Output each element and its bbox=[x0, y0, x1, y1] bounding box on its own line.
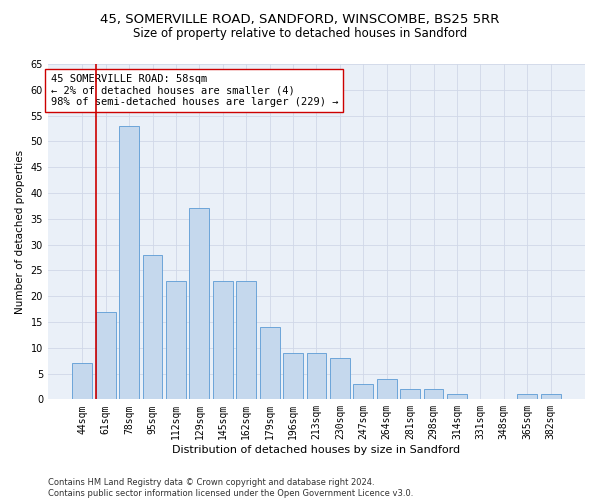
Bar bbox=[447, 394, 467, 400]
Bar bbox=[330, 358, 350, 400]
Text: 45, SOMERVILLE ROAD, SANDFORD, WINSCOMBE, BS25 5RR: 45, SOMERVILLE ROAD, SANDFORD, WINSCOMBE… bbox=[100, 12, 500, 26]
Bar bbox=[96, 312, 116, 400]
Bar bbox=[166, 280, 186, 400]
Text: Contains HM Land Registry data © Crown copyright and database right 2024.
Contai: Contains HM Land Registry data © Crown c… bbox=[48, 478, 413, 498]
X-axis label: Distribution of detached houses by size in Sandford: Distribution of detached houses by size … bbox=[172, 445, 461, 455]
Text: Size of property relative to detached houses in Sandford: Size of property relative to detached ho… bbox=[133, 28, 467, 40]
Bar bbox=[353, 384, 373, 400]
Bar bbox=[517, 394, 537, 400]
Bar bbox=[541, 394, 560, 400]
Bar bbox=[260, 327, 280, 400]
Bar bbox=[424, 389, 443, 400]
Text: 45 SOMERVILLE ROAD: 58sqm
← 2% of detached houses are smaller (4)
98% of semi-de: 45 SOMERVILLE ROAD: 58sqm ← 2% of detach… bbox=[50, 74, 338, 108]
Bar bbox=[236, 280, 256, 400]
Bar bbox=[213, 280, 233, 400]
Bar bbox=[283, 353, 303, 400]
Bar bbox=[307, 353, 326, 400]
Bar bbox=[73, 363, 92, 400]
Y-axis label: Number of detached properties: Number of detached properties bbox=[15, 150, 25, 314]
Bar bbox=[377, 378, 397, 400]
Bar bbox=[119, 126, 139, 400]
Bar bbox=[400, 389, 420, 400]
Bar bbox=[190, 208, 209, 400]
Bar bbox=[143, 255, 163, 400]
